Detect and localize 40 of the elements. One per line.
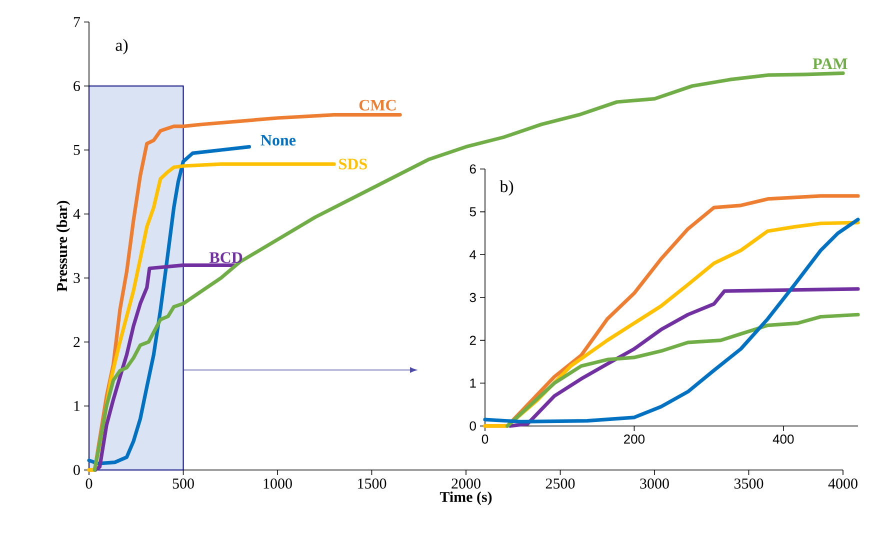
y-tick-label: 6: [470, 164, 476, 174]
annotation: a): [116, 38, 128, 54]
x-tick-label: 0: [86, 478, 92, 489]
y-tick-label: 5: [74, 145, 80, 155]
y-tick-label: 4: [73, 209, 80, 219]
series-label: CMC: [359, 100, 396, 111]
y-tick-label: 3: [470, 292, 476, 302]
y-tick-label: 4: [470, 250, 476, 260]
line-series: [87, 144, 252, 466]
line-series: [506, 312, 860, 428]
x-tick-label: 4000: [828, 478, 858, 489]
x-tick-label: 200: [624, 434, 645, 444]
y-tick-label: 2: [74, 337, 80, 347]
y-tick-label: 7: [74, 17, 80, 27]
line-series: [508, 287, 860, 428]
x-tick-label: 0: [482, 434, 488, 444]
y-axis-title: Pressure (bar): [56, 200, 70, 292]
x-tick-label: 2500: [546, 478, 575, 489]
x-tick-label: 400: [772, 434, 794, 444]
y-tick-label: 1: [74, 401, 80, 411]
series-label: SDS: [339, 158, 367, 170]
series-label: PAM: [812, 58, 848, 69]
series-label: None: [260, 134, 296, 146]
annotation: b): [500, 180, 514, 196]
x-tick-label: 1500: [358, 478, 386, 489]
x-tick-label: 500: [172, 478, 194, 489]
y-tick-label: 0: [74, 464, 80, 476]
y-tick-label: 5: [470, 207, 476, 216]
x-tick-label: 3000: [640, 478, 669, 489]
series-label: BCD: [209, 252, 242, 263]
y-tick-label: 0: [470, 421, 476, 431]
y-tick-label: 1: [470, 378, 476, 388]
x-tick-label: 2000: [452, 478, 480, 489]
x-tick-label: 1000: [264, 478, 292, 489]
line-series: [94, 263, 236, 472]
y-tick-label: 2: [470, 336, 476, 345]
x-axis-title: Time (s): [440, 492, 492, 506]
x-tick-label: 3500: [734, 478, 764, 489]
y-tick-label: 6: [74, 80, 80, 92]
y-tick-label: 3: [74, 272, 80, 284]
